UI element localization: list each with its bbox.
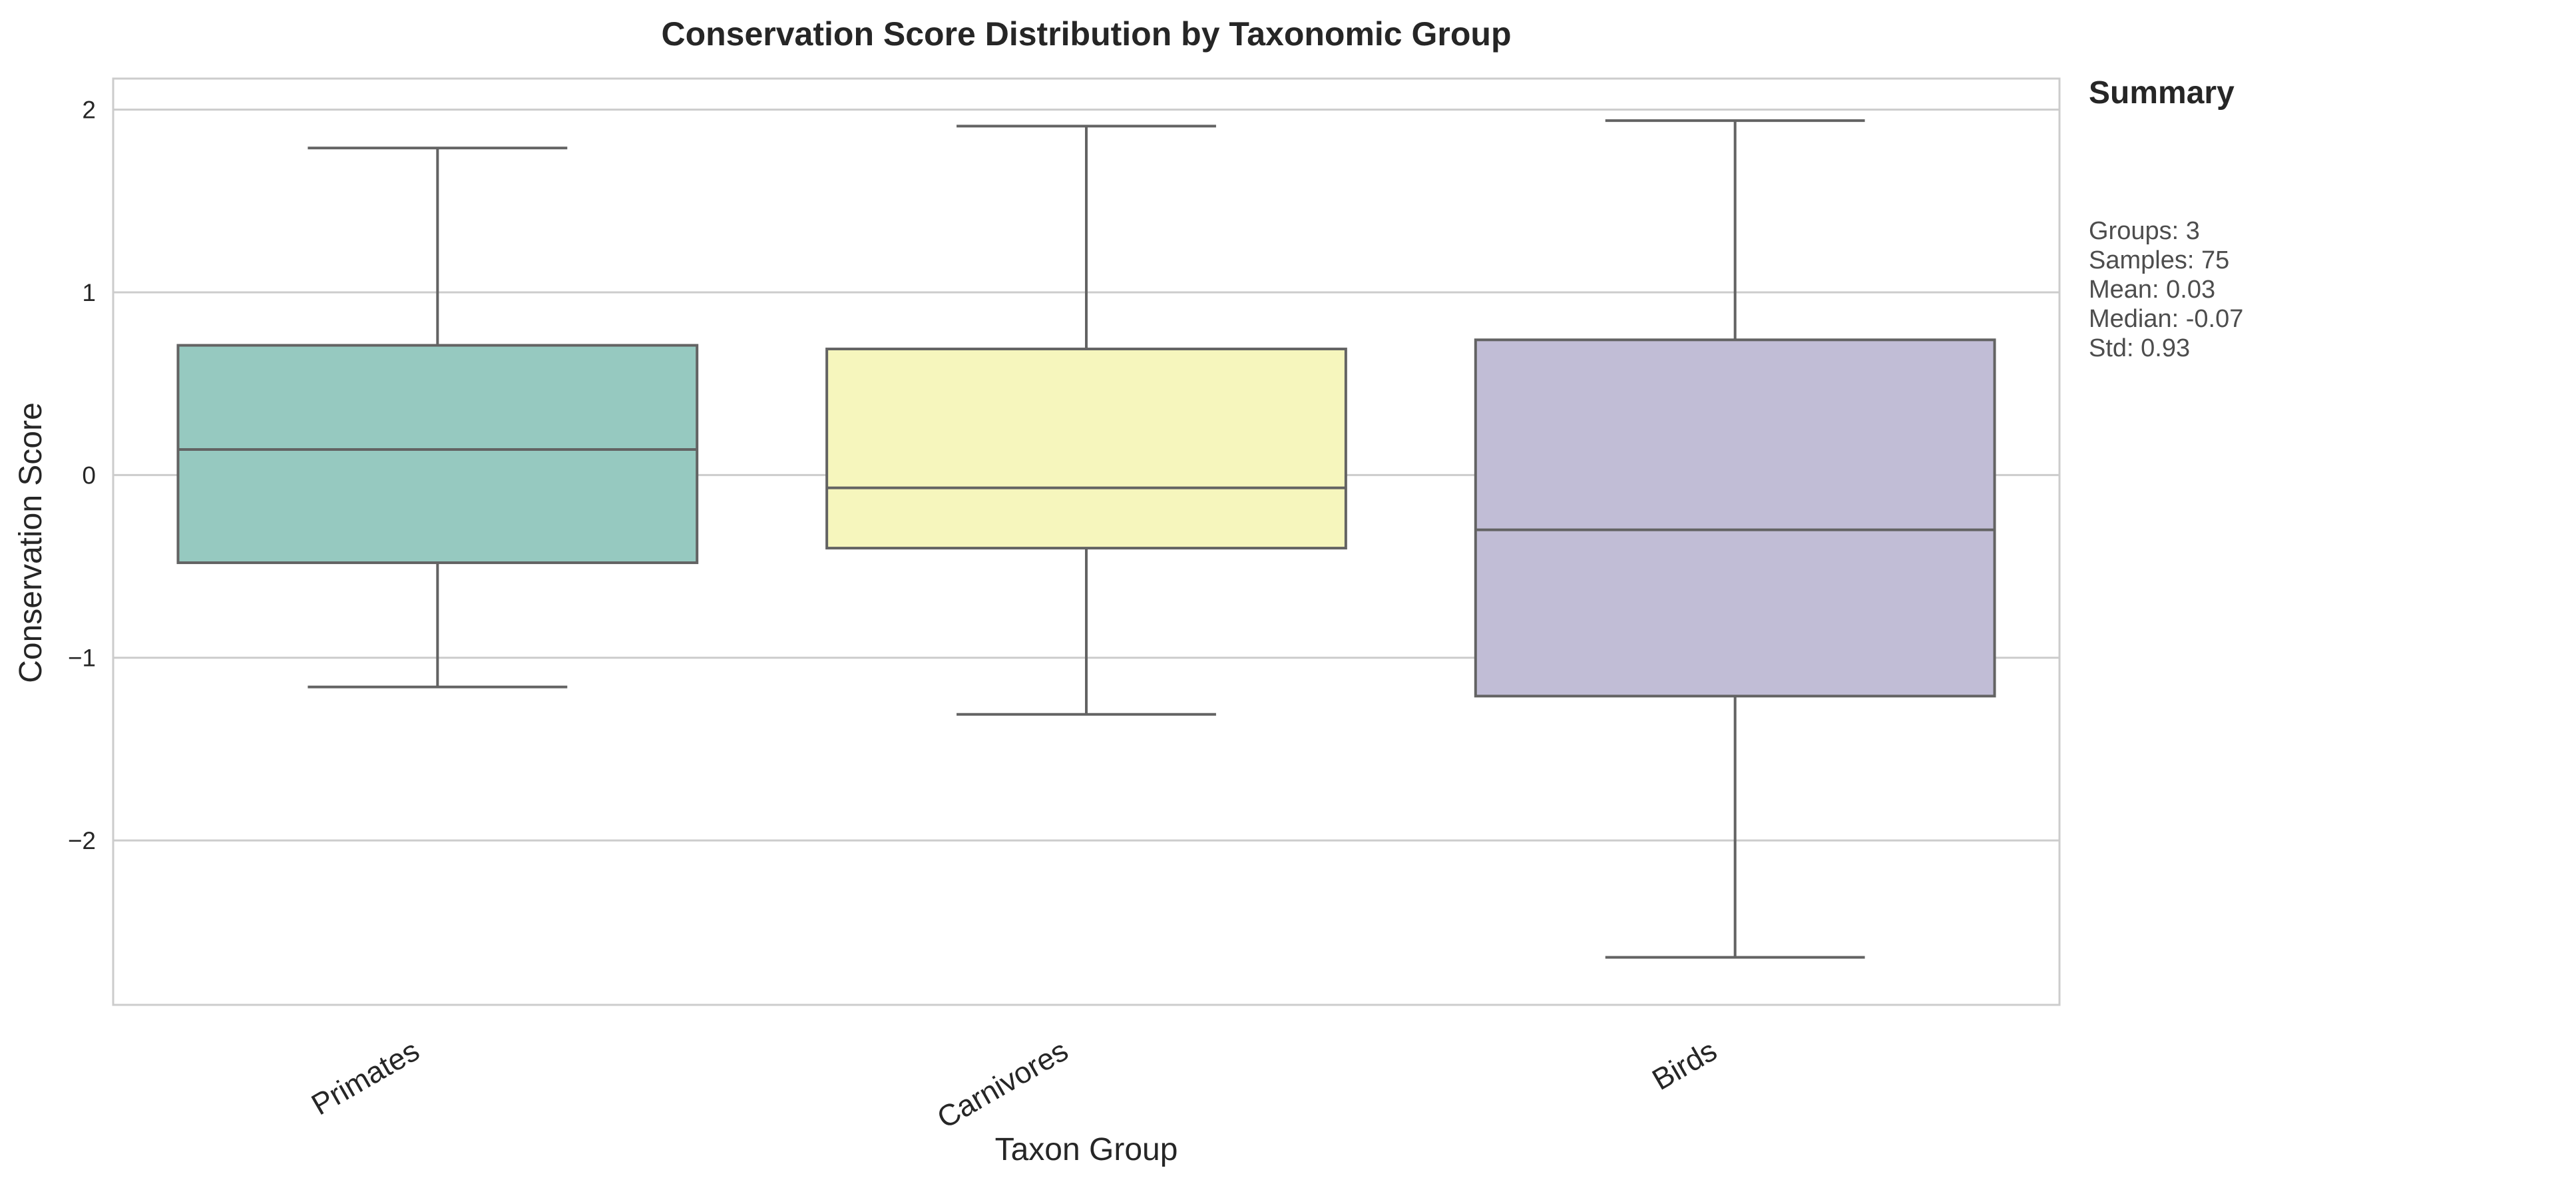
y-tick-label: −1 — [68, 645, 96, 672]
y-tick-label: 0 — [82, 461, 96, 489]
y-tick-labels: 2 1 0 −1 −2 — [68, 97, 96, 854]
y-tick-label: 1 — [82, 279, 96, 306]
box-iqr — [176, 344, 699, 565]
summary-mean: Mean: 0.03 — [2089, 276, 2215, 304]
chart-title: Conservation Score Distribution by Taxon… — [661, 15, 1511, 53]
summary-samples: Samples: 75 — [2089, 246, 2229, 274]
box-group — [825, 125, 1347, 716]
box-layer — [176, 119, 1996, 959]
box-iqr — [825, 348, 1347, 550]
box-group — [176, 147, 699, 689]
box-group — [1474, 119, 1996, 959]
summary-groups: Groups: 3 — [2089, 217, 2200, 245]
x-tick-label: Primates — [306, 1033, 425, 1121]
x-axis-label: Taxon Group — [995, 1132, 1178, 1167]
y-tick-label: −2 — [68, 827, 96, 854]
y-tick-label: 2 — [82, 97, 96, 124]
x-tick-label: Carnivores — [931, 1033, 1074, 1135]
summary-std: Std: 0.93 — [2089, 334, 2190, 362]
summary-panel: Summary Groups: 3 Samples: 75 Mean: 0.03… — [2089, 75, 2243, 362]
x-tick-labels: Primates Carnivores Birds — [306, 1033, 1723, 1135]
summary-median: Median: -0.07 — [2089, 305, 2243, 333]
plot-frame — [112, 77, 2061, 1006]
summary-title: Summary — [2089, 75, 2235, 111]
box-iqr — [1474, 338, 1996, 698]
x-tick-label: Birds — [1646, 1033, 1722, 1096]
y-axis-label: Conservation Score — [13, 402, 49, 683]
